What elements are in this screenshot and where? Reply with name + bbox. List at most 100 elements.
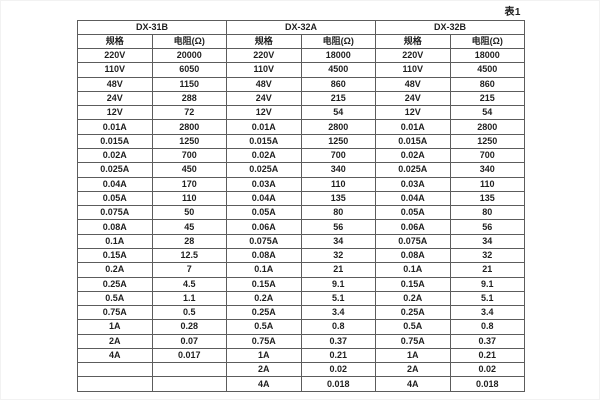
table-cell: 0.01A: [375, 119, 451, 135]
table-cell: 2800: [449, 119, 526, 135]
table-cell: 340: [449, 162, 526, 178]
table-cell: 700: [300, 147, 377, 164]
table-cell: 1250: [300, 133, 377, 149]
table-cell: 215: [449, 90, 526, 107]
table-cell: 110: [449, 176, 526, 192]
table-cell: 32: [300, 247, 377, 264]
table-row: 0.2A 7 0.1A 21 0.1A 21: [77, 262, 526, 278]
table-cell: 5.1: [449, 290, 526, 307]
table-cell: 0.08A: [375, 247, 451, 264]
table-row: 0.075A 50 0.05A 80 0.05A 80: [77, 205, 526, 221]
table-cell: 12V: [226, 105, 302, 121]
table-cell: 72: [151, 105, 228, 121]
table-cell: 1A: [375, 347, 451, 364]
group-header-dx-32b: DX-32B: [375, 20, 526, 35]
table-cell: 0.04A: [77, 176, 153, 192]
table-cell: 48V: [226, 76, 302, 92]
table-cell: 2800: [300, 119, 377, 135]
table-row: 0.08A 45 0.06A 56 0.06A 56: [77, 219, 526, 235]
table-cell: 2A: [77, 333, 153, 349]
table-cell: 48V: [77, 76, 153, 92]
table-cell: 700: [449, 147, 526, 164]
table-cell: 0.1A: [375, 262, 451, 278]
table-cell: 860: [449, 76, 526, 92]
table-row: 0.1A 28 0.075A 34 0.075A 34: [77, 233, 526, 249]
table-cell: 170: [151, 176, 228, 192]
table-cell: 0.25A: [77, 276, 153, 292]
table-cell: 0.03A: [375, 176, 451, 192]
table-cell: 0.015A: [226, 133, 302, 149]
table-cell: 0.1A: [226, 262, 302, 278]
table-cell: [151, 376, 228, 392]
table-cell: 0.5A: [375, 319, 451, 335]
table-cell: 220V: [375, 47, 451, 64]
table-cell: 220V: [77, 47, 153, 64]
table-cell: 12V: [77, 105, 153, 121]
table-body: 220V 20000 220V 18000 220V 18000 110V 6050 110V 4…: [77, 47, 526, 392]
table-cell: 7: [151, 262, 228, 278]
table-cell: 80: [300, 205, 377, 221]
column-header-spec: 规格: [226, 34, 302, 49]
table-cell: 56: [449, 219, 526, 235]
table-row: 2A 0.02 2A 0.02: [77, 362, 526, 378]
table-cell: 0.02A: [226, 147, 302, 164]
table-cell: 2A: [375, 362, 451, 378]
column-header-resistance: 电阻(Ω): [300, 34, 377, 49]
table-row: 0.75A 0.5 0.25A 3.4 0.25A 3.4: [77, 305, 526, 321]
column-header-resistance: 电阻(Ω): [449, 34, 526, 49]
table-cell: 1250: [449, 133, 526, 149]
table-cell: 0.75A: [226, 333, 302, 349]
table-cell: 0.2A: [375, 290, 451, 307]
table-cell: 0.08A: [77, 219, 153, 235]
table-cell: 48V: [375, 76, 451, 92]
table-cell: 0.8: [300, 319, 377, 335]
table-cell: 0.075A: [77, 205, 153, 221]
table-cell: 1150: [151, 76, 228, 92]
table-row: 0.05A 110 0.04A 135 0.04A 135: [77, 190, 526, 207]
table-cell: 80: [449, 205, 526, 221]
table-cell: 3.4: [300, 305, 377, 321]
table-cell: 2A: [226, 362, 302, 378]
table-cell: 1A: [226, 347, 302, 364]
table-cell: 0.015A: [77, 133, 153, 149]
table-cell: 860: [300, 76, 377, 92]
table-cell: 0.025A: [375, 162, 451, 178]
group-header-row: DX-31B DX-32A DX-32B: [76, 20, 526, 35]
table-cell: 0.37: [300, 333, 377, 349]
table-cell: 0.018: [449, 376, 526, 392]
table-cell: [77, 376, 153, 392]
table-cell: 12V: [375, 105, 451, 121]
table-cell: 24V: [375, 90, 451, 107]
column-header-spec: 规格: [77, 34, 153, 49]
table-cell: 0.21: [449, 347, 526, 364]
table-cell: 0.75A: [77, 305, 153, 321]
table-cell: 32: [449, 247, 526, 264]
table-cell: 4.5: [151, 276, 228, 292]
table-cell: 4A: [77, 347, 153, 364]
table-cell: 0.1A: [77, 233, 153, 249]
table-cell: 0.15A: [77, 247, 153, 264]
table-cell: 0.04A: [226, 190, 302, 207]
group-header-dx-31b: DX-31B: [76, 20, 228, 35]
table-cell: 9.1: [300, 276, 377, 292]
table-cell: 34: [300, 233, 377, 249]
table-cell: 288: [151, 90, 228, 107]
table-cell: 0.28: [151, 319, 228, 335]
table-cell: 0.015A: [375, 133, 451, 149]
table-cell: 135: [449, 190, 526, 207]
table-cell: 0.15A: [375, 276, 451, 292]
table-row: 0.04A 170 0.03A 110 0.03A 110: [77, 176, 526, 192]
table-row: 2A 0.07 0.75A 0.37 0.75A 0.37: [77, 333, 526, 349]
table-cell: 6050: [151, 62, 228, 78]
table-cell: 45: [151, 219, 228, 235]
table-cell: 56: [300, 219, 377, 235]
table-cell: 0.018: [300, 376, 377, 392]
table-cell: 0.5: [151, 305, 228, 321]
table-cell: 0.05A: [77, 190, 153, 207]
table-cell: 54: [449, 105, 526, 121]
table-row: 0.025A 450 0.025A 340 0.025A 340: [77, 162, 526, 178]
table-row: 0.15A 12.5 0.08A 32 0.08A 32: [77, 247, 526, 264]
table-cell: 110V: [226, 62, 302, 78]
table-cell: 220V: [226, 47, 302, 64]
